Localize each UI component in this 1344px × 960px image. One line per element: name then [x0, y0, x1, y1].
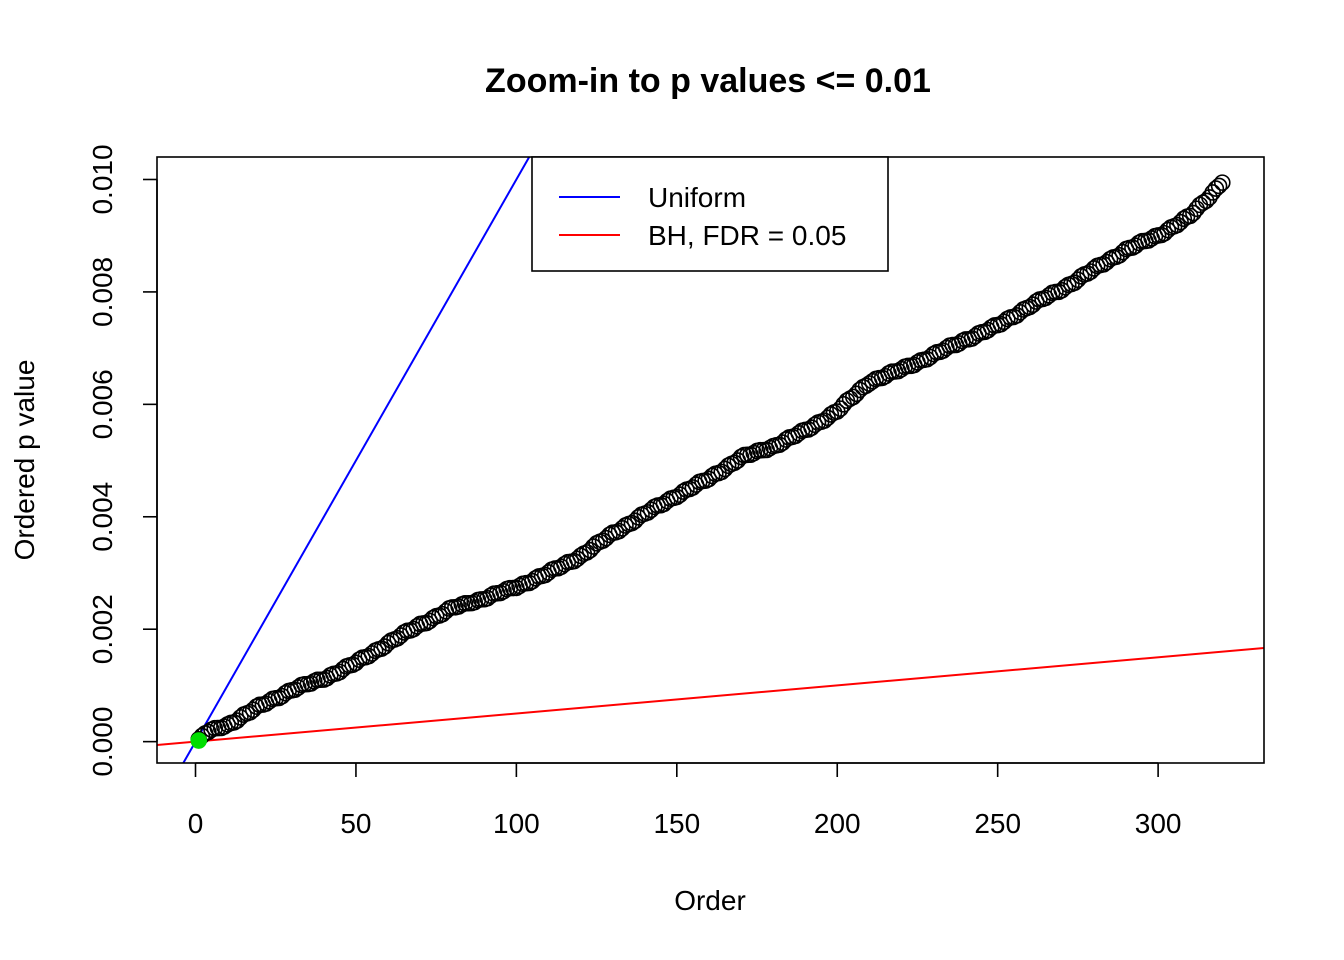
x-tick-label: 150 — [653, 808, 700, 839]
bh-line — [157, 647, 1264, 747]
data-point — [1066, 274, 1083, 292]
y-axis-label: Ordered p value — [9, 360, 40, 561]
y-tick-label: 0.002 — [87, 594, 118, 664]
reference-lines — [157, 157, 1264, 763]
x-axis: 0 50 100 150 200 250 300 — [188, 762, 1182, 839]
data-points — [190, 174, 1231, 749]
data-point — [373, 640, 390, 657]
data-point — [1210, 177, 1228, 195]
chart-title: Zoom-in to p values <= 0.01 — [485, 62, 931, 100]
x-tick-label: 0 — [188, 808, 204, 839]
data-point — [578, 544, 596, 561]
x-axis-label: Order — [674, 885, 746, 916]
data-point — [1169, 216, 1186, 234]
data-point — [1201, 189, 1218, 206]
data-point — [732, 448, 750, 466]
legend: Uniform BH, FDR = 0.05 — [531, 156, 889, 272]
y-tick-label: 0.008 — [87, 257, 118, 327]
data-point — [1204, 184, 1221, 201]
uniform-line — [182, 157, 531, 763]
legend-label-uniform: Uniform — [648, 182, 746, 213]
x-tick-label: 200 — [814, 808, 861, 839]
y-tick-label: 0.004 — [87, 482, 118, 552]
data-point — [816, 412, 833, 429]
data-point — [1213, 174, 1231, 191]
legend-box — [531, 156, 889, 272]
x-tick-label: 300 — [1135, 808, 1182, 839]
data-point — [1197, 192, 1215, 210]
y-tick-label: 0.010 — [87, 144, 118, 214]
y-tick-label: 0.006 — [87, 369, 118, 439]
highlighted-point — [190, 732, 208, 749]
x-tick-label: 250 — [974, 808, 1021, 839]
data-point — [1207, 180, 1225, 197]
x-tick-label: 50 — [340, 808, 371, 839]
y-axis: 0.000 0.002 0.004 0.006 0.008 0.010 — [87, 144, 158, 777]
y-tick-label: 0.000 — [87, 707, 118, 777]
data-point — [623, 514, 641, 532]
legend-label-bh: BH, FDR = 0.05 — [648, 220, 846, 251]
x-tick-label: 100 — [493, 808, 540, 839]
